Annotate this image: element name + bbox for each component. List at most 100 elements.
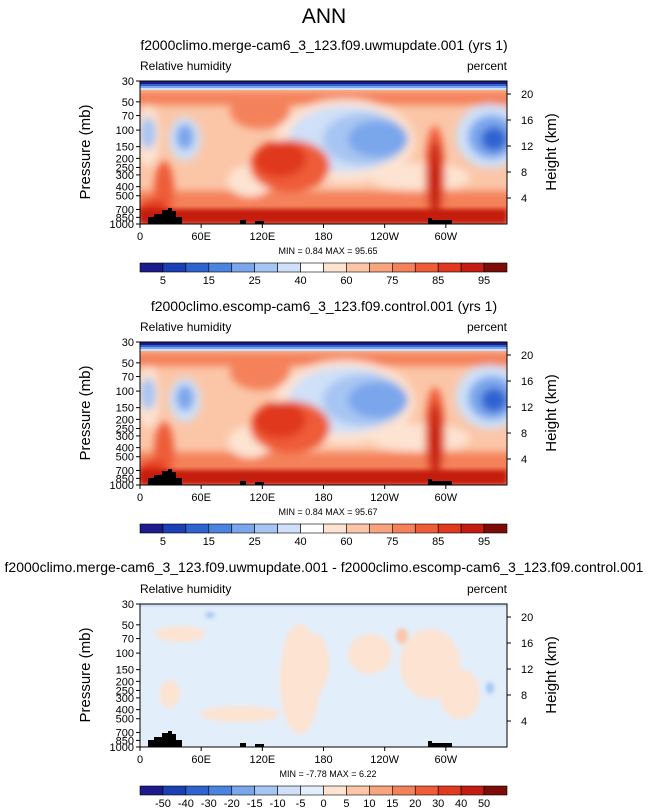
colorbar-label: -15: [247, 798, 263, 808]
y-tick-label: 30: [122, 337, 134, 349]
x-tick-label: 120W: [370, 754, 399, 766]
panel-1-height-label: Height (km): [543, 113, 560, 191]
y-tick-label: 50: [122, 97, 134, 109]
x-tick-label: 180: [314, 231, 332, 243]
y-tick-label: 500: [116, 714, 134, 726]
panel-2-units-label: percent: [467, 320, 508, 334]
panel-2-colorbar: 5 15 25 40 60 75 85 95: [139, 523, 508, 548]
panel-1: f2000climo.merge-cam6_3_123.f09.uwmupdat…: [77, 37, 560, 287]
colorbar-label: 25: [249, 536, 261, 548]
panel-3-ylabel: Pressure (mb): [77, 627, 94, 722]
colorbar-label: 20: [409, 798, 421, 808]
colorbar-swatch: [346, 785, 370, 796]
y-tick-label: 100: [116, 648, 134, 660]
colorbar-swatch: [369, 785, 393, 796]
colorbar-swatch: [254, 523, 278, 534]
y-tick-label: 50: [122, 620, 134, 632]
colorbar-swatch: [460, 785, 485, 796]
colorbar-swatch: [208, 262, 233, 273]
y-tick-label: 70: [122, 111, 134, 123]
colorbar-label: 60: [340, 275, 352, 287]
x-tick-label: 120W: [370, 492, 399, 504]
x-tick-label: 60W: [435, 492, 458, 504]
panel-3-colorbar: -50 -40 -30 -20 -15 -10 -5 0 5 10 15 20 30 40 50: [139, 785, 508, 808]
colorbar-swatch: [231, 523, 255, 534]
colorbar-label: 15: [203, 275, 215, 287]
panel-2-title: f2000climo.escomp-cam6_3_123.f09.control…: [151, 298, 497, 314]
height-tick-label: 12: [521, 402, 533, 414]
x-tick-label: 60E: [191, 754, 211, 766]
panel-3-units-label: percent: [467, 582, 508, 596]
y-tick-label: 500: [116, 191, 134, 203]
height-tick-label: 8: [521, 690, 527, 702]
y-tick-label: 400: [116, 705, 134, 717]
height-tick-label: 8: [521, 428, 527, 440]
y-tick-label: 1000: [110, 480, 134, 492]
panel-3-title: f2000climo.merge-cam6_3_123.f09.uwmupdat…: [5, 559, 644, 575]
y-tick-label: 150: [116, 665, 134, 677]
colorbar-swatch: [460, 262, 485, 273]
panel-2-min-max: MIN = 0.84 MAX = 95.67: [278, 507, 377, 517]
y-tick-label: 850: [116, 735, 134, 747]
panel-2-x-axis: 0 60E 120E 180 120W 60W: [137, 485, 458, 504]
x-tick-label: 180: [314, 754, 332, 766]
colorbar-swatch: [483, 785, 508, 796]
panel-1-contour-field: [130, 81, 524, 226]
panel-3-height-label: Height (km): [543, 636, 560, 714]
panel-1-colorbar: 5 15 25 40 60 75 85 95: [139, 262, 508, 287]
panel-3-contour-field: [140, 604, 507, 747]
colorbar-swatch: [483, 523, 508, 534]
colorbar-swatch: [437, 785, 462, 796]
colorbar-swatch: [231, 262, 255, 273]
height-tick-label: 20: [521, 612, 533, 624]
colorbar-label: -30: [201, 798, 217, 808]
y-tick-label: 300: [116, 693, 134, 705]
x-tick-label: 0: [137, 754, 143, 766]
colorbar-label: -5: [296, 798, 306, 808]
colorbar-swatch: [185, 523, 210, 534]
colorbar-swatch: [185, 785, 210, 796]
colorbar-swatch: [185, 262, 210, 273]
page-title: ANN: [302, 5, 346, 28]
colorbar-swatch: [277, 523, 301, 534]
colorbar-label: 50: [478, 798, 490, 808]
x-tick-label: 0: [137, 231, 143, 243]
y-tick-label: 300: [116, 431, 134, 443]
y-tick-label: 150: [116, 403, 134, 415]
y-tick-label: 250: [116, 685, 134, 697]
x-tick-label: 120W: [370, 231, 399, 243]
colorbar-swatch: [323, 262, 347, 273]
y-tick-label: 500: [116, 452, 134, 464]
colorbar-swatch: [139, 785, 164, 796]
y-tick-label: 300: [116, 170, 134, 182]
panel-2-contour-field: [130, 342, 524, 487]
colorbar-label: 40: [294, 536, 306, 548]
panel-1-title: f2000climo.merge-cam6_3_123.f09.uwmupdat…: [140, 37, 507, 53]
y-tick-label: 850: [116, 212, 134, 224]
height-tick-label: 20: [521, 89, 533, 101]
colorbar-swatch: [346, 523, 370, 534]
x-tick-label: 60W: [435, 231, 458, 243]
colorbar-swatch: [162, 523, 187, 534]
panel-3-x-axis: 0 60E 120E 180 120W 60W: [137, 747, 458, 766]
panel-3-min-max: MIN = -7.78 MAX = 6.22: [279, 769, 376, 779]
colorbar-label: 40: [455, 798, 467, 808]
colorbar-swatch: [346, 262, 370, 273]
colorbar-swatch: [208, 785, 233, 796]
y-tick-label: 400: [116, 443, 134, 455]
panel-3: f2000climo.merge-cam6_3_123.f09.uwmupdat…: [5, 559, 644, 808]
y-tick-label: 1000: [110, 219, 134, 231]
colorbar-label: -20: [224, 798, 240, 808]
colorbar-label: 0: [320, 798, 326, 808]
colorbar-label: 85: [432, 536, 444, 548]
panel-2-ylabel: Pressure (mb): [77, 365, 94, 460]
colorbar-swatch: [323, 785, 347, 796]
y-tick-label: 850: [116, 473, 134, 485]
colorbar-label: -50: [155, 798, 171, 808]
x-tick-label: 120E: [249, 231, 275, 243]
colorbar-label: 25: [249, 275, 261, 287]
panel-3-height-axis: 4 8 12 16 20: [507, 612, 533, 728]
y-tick-label: 400: [116, 182, 134, 194]
